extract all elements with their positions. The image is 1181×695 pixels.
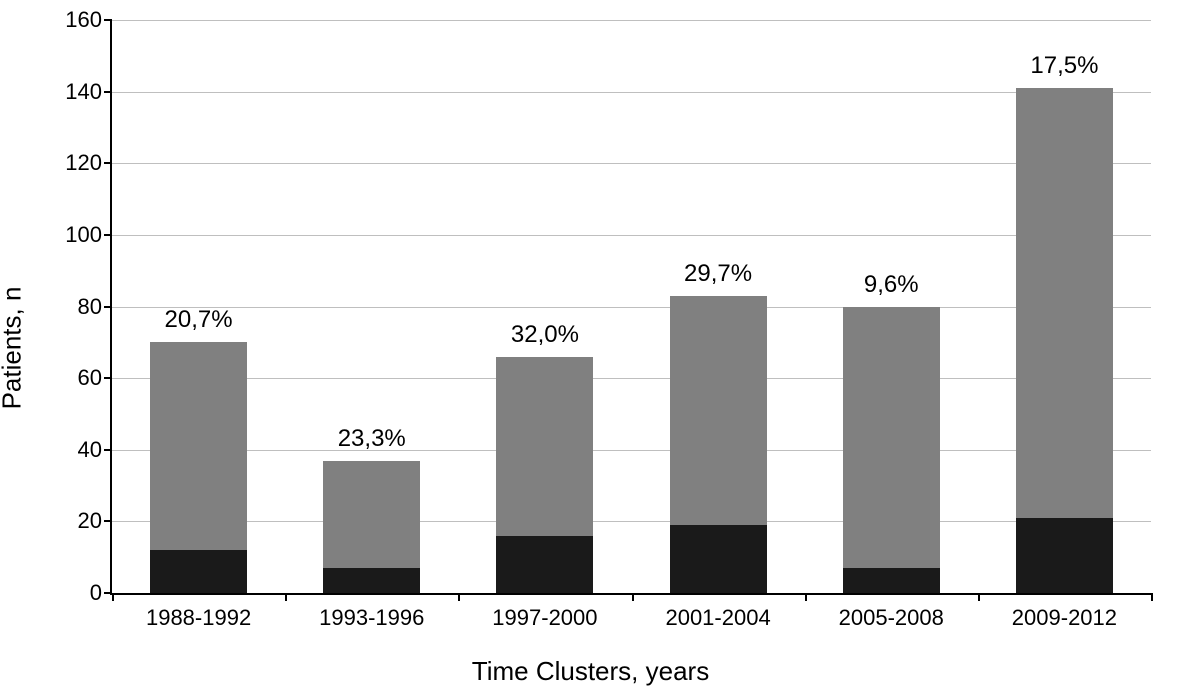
y-tick-label: 60 xyxy=(78,365,112,391)
plot-area: 0204060801001201401601988-199220,7%1993-… xyxy=(110,20,1151,595)
y-tick-label: 140 xyxy=(65,79,112,105)
bar: 17,5% xyxy=(1016,88,1113,593)
bar-segment-lower xyxy=(843,568,940,593)
x-tick-label: 1997-2000 xyxy=(458,593,631,631)
x-axis-title: Time Clusters, years xyxy=(0,656,1181,687)
gridline xyxy=(112,92,1151,93)
bar-segment-lower xyxy=(150,550,247,593)
x-tick-label: 2005-2008 xyxy=(805,593,978,631)
bar-segment-lower xyxy=(323,568,420,593)
bar-segment-lower xyxy=(496,536,593,593)
y-tick-label: 40 xyxy=(78,437,112,463)
bar-top-label: 29,7% xyxy=(621,260,815,288)
bar: 29,7% xyxy=(670,296,767,593)
bar-segment-lower xyxy=(670,525,767,593)
bar-top-label: 9,6% xyxy=(794,271,988,299)
bar-top-label: 23,3% xyxy=(275,425,469,453)
bar-segment-upper xyxy=(150,342,247,550)
gridline xyxy=(112,20,1151,21)
y-tick-label: 120 xyxy=(65,150,112,176)
bar: 32,0% xyxy=(496,357,593,593)
x-tick-label: 1993-1996 xyxy=(285,593,458,631)
y-axis-title: Patients, n xyxy=(0,286,28,409)
y-tick-label: 100 xyxy=(65,222,112,248)
x-tick-label: 2009-2012 xyxy=(978,593,1151,631)
y-tick-label: 160 xyxy=(65,7,112,33)
bar-segment-upper xyxy=(496,357,593,536)
bar-segment-upper xyxy=(670,296,767,525)
y-tick-label: 20 xyxy=(78,508,112,534)
bar-segment-lower xyxy=(1016,518,1113,593)
bar: 9,6% xyxy=(843,307,940,594)
gridline xyxy=(112,521,1151,522)
gridline xyxy=(112,450,1151,451)
x-tick-label: 2001-2004 xyxy=(632,593,805,631)
gridline xyxy=(112,163,1151,164)
x-tick-mark xyxy=(1151,593,1153,601)
bar: 20,7% xyxy=(150,342,247,593)
gridline xyxy=(112,378,1151,379)
gridline xyxy=(112,235,1151,236)
y-tick-label: 0 xyxy=(90,580,112,606)
chart-container: Patients, n Time Clusters, years 0204060… xyxy=(0,0,1181,695)
bar: 23,3% xyxy=(323,461,420,594)
x-tick-label: 1988-1992 xyxy=(112,593,285,631)
bar-segment-upper xyxy=(843,307,940,568)
bar-top-label: 17,5% xyxy=(967,52,1161,80)
bar-top-label: 20,7% xyxy=(102,306,296,334)
bar-segment-upper xyxy=(1016,88,1113,518)
bar-top-label: 32,0% xyxy=(448,321,642,349)
bar-segment-upper xyxy=(323,461,420,568)
